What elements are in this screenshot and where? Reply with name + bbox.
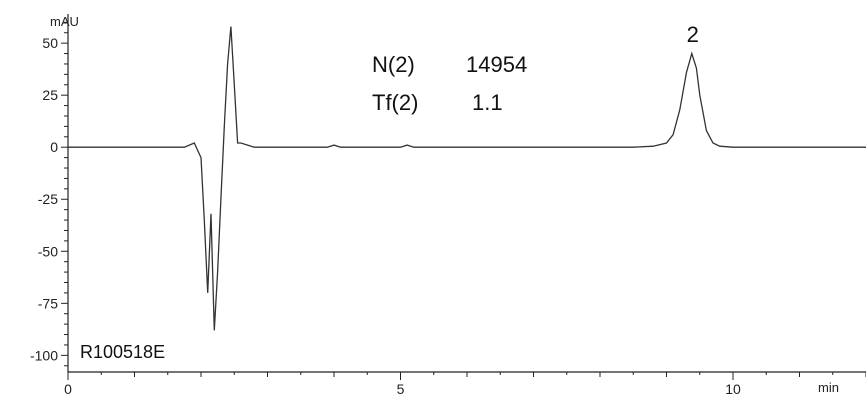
y-tick-label: -50 [38, 243, 58, 259]
y-tick-label: 25 [42, 87, 58, 103]
annotation-tf-value: 1.1 [472, 90, 503, 115]
y-tick-label: -25 [38, 191, 58, 207]
y-axis-unit-label: mAU [50, 14, 79, 29]
annotation-n-value: 14954 [466, 52, 527, 77]
y-tick-label: -75 [38, 295, 58, 311]
x-ticks: 0 5 10 [64, 372, 866, 396]
x-tick-label: 10 [725, 381, 741, 396]
annotation-tf-label: Tf(2) [372, 90, 418, 115]
signal-trace [68, 26, 866, 331]
y-tick-label: 50 [42, 35, 58, 51]
peak-label: 2 [687, 22, 699, 47]
y-tick-label: 0 [50, 139, 58, 155]
x-tick-label: 5 [397, 381, 405, 396]
x-tick-label: 0 [64, 381, 72, 396]
x-axis-unit-label: min [818, 380, 839, 395]
annotation-n-label: N(2) [372, 52, 415, 77]
sample-id-label: R100518E [80, 342, 165, 362]
y-tick-label: -100 [30, 347, 58, 363]
y-ticks: 50 25 0 -25 -50 -75 -100 [30, 21, 68, 367]
